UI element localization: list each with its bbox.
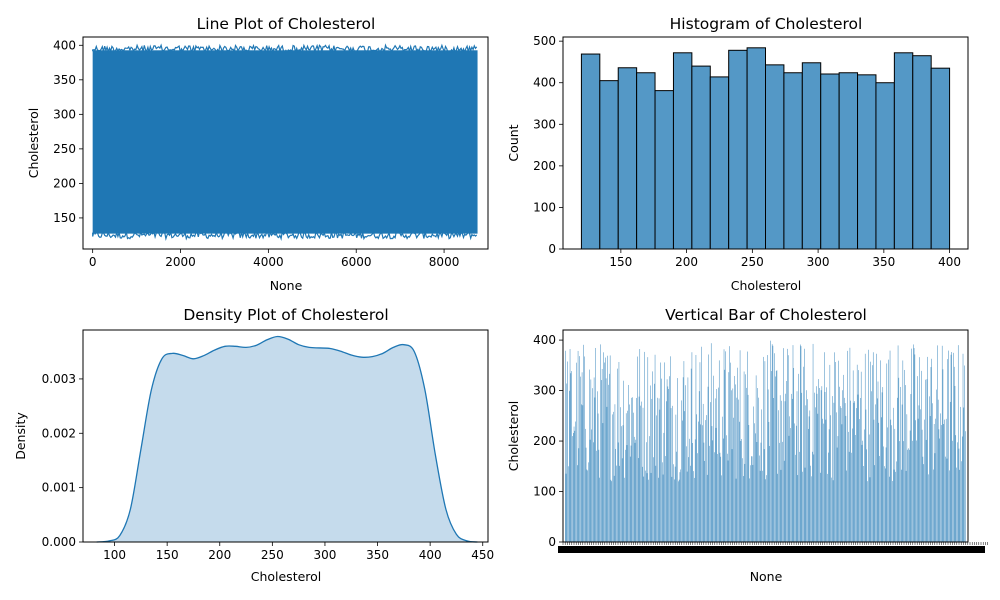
x-tick-label: 150 (156, 548, 179, 562)
y-tick-label: 200 (53, 176, 76, 190)
histogram-xlabel: Cholesterol (731, 278, 802, 293)
x-tick-label: 4000 (253, 255, 284, 269)
y-tick-label: 100 (533, 485, 556, 499)
density-area (96, 336, 478, 542)
x-tick-label: 350 (872, 255, 895, 269)
y-tick-label: 300 (533, 384, 556, 398)
histogram-bar (912, 55, 932, 250)
histogram-bar (580, 53, 601, 250)
line-plot-xlabel: None (270, 278, 303, 293)
y-tick-label: 0.002 (42, 426, 76, 440)
histogram-bar (746, 47, 766, 250)
y-tick-label: 300 (53, 107, 76, 121)
x-tick-label: 2000 (165, 255, 196, 269)
vertical-bar-xlabel: None (750, 569, 783, 584)
histogram-bar (783, 72, 803, 250)
histogram-ylabel: Count (506, 124, 521, 161)
line-plot-ylabel: Cholesterol (26, 108, 41, 179)
density-plot-panel: Density Plot of Cholesterol 100 150 200 250… (13, 306, 494, 584)
histogram-bar (654, 90, 674, 250)
y-tick-label: 500 (533, 34, 556, 48)
x-tick-label: 400 (938, 255, 961, 269)
histogram-yticks: 0 100 200 300 400 500 (533, 34, 563, 256)
histogram-bar (838, 72, 859, 250)
y-tick-label: 400 (53, 38, 76, 52)
histogram-bar (801, 62, 822, 250)
y-tick-label: 300 (533, 117, 556, 131)
line-plot-xticks: 0 2000 4000 6000 8000 (89, 249, 460, 269)
density-plot-axes-frame (82, 329, 489, 543)
histogram-bar (691, 65, 711, 250)
histogram-title: Histogram of Cholesterol (670, 15, 863, 33)
y-tick-label: 0 (548, 242, 556, 256)
y-tick-label: 0 (548, 535, 556, 549)
vertical-bar-yticks: 0 100 200 300 400 (533, 333, 563, 549)
y-tick-label: 150 (53, 211, 76, 225)
histogram-xticks: 150 200 250 300 350 400 (609, 249, 961, 269)
x-tick-label: 300 (313, 548, 336, 562)
histogram-axes-frame (562, 36, 969, 250)
histogram-bar (930, 67, 951, 250)
x-tick-label: 250 (261, 548, 284, 562)
density-line (96, 335, 478, 543)
x-tick-label: 200 (675, 255, 698, 269)
histogram-bar (709, 76, 730, 250)
x-tick-label: 0 (89, 255, 97, 269)
histogram-bar (728, 49, 748, 250)
x-tick-label: 200 (208, 548, 231, 562)
x-tick-label: 8000 (429, 255, 460, 269)
density-plot-yticks: 0.000 0.001 0.002 0.003 (42, 372, 83, 549)
x-tick-label: 250 (741, 255, 764, 269)
histogram-panel: Histogram of Cholesterol 150 200 250 300 350… (506, 15, 969, 293)
histogram-bar (599, 80, 619, 250)
line-series-bottom-edge (92, 229, 478, 241)
y-tick-label: 200 (533, 159, 556, 173)
density-plot-xlabel: Cholesterol (251, 569, 322, 584)
histogram-bar (765, 64, 785, 250)
histogram-bar (857, 74, 877, 250)
line-plot-yticks: 150 200 250 300 350 400 (53, 38, 83, 225)
y-tick-label: 0.001 (42, 481, 76, 495)
histogram-bar (617, 67, 638, 250)
y-tick-label: 250 (53, 142, 76, 156)
x-tick-label: 400 (419, 548, 442, 562)
x-tick-label: 100 (103, 548, 126, 562)
density-plot-xticks: 100 150 200 250 300 350 400 450 (103, 542, 494, 562)
x-tick-label: 6000 (341, 255, 372, 269)
y-tick-label: 400 (533, 333, 556, 347)
line-plot-marks (92, 43, 478, 241)
y-tick-label: 200 (533, 434, 556, 448)
y-tick-label: 100 (533, 200, 556, 214)
histogram-bar (875, 82, 895, 250)
x-tick-label: 300 (807, 255, 830, 269)
line-plot-title: Line Plot of Cholesterol (197, 15, 376, 33)
histogram-bar (636, 72, 656, 250)
line-series-body (92, 50, 478, 234)
density-plot-title: Density Plot of Cholesterol (183, 306, 388, 324)
density-plot-ylabel: Density (13, 412, 28, 460)
line-plot-axes-frame (82, 36, 489, 250)
y-tick-label: 400 (533, 76, 556, 90)
vertical-bar-xticks (558, 542, 988, 553)
vertical-bar-marks (565, 340, 966, 542)
line-plot-panel: Line Plot of Cholesterol 0 2000 4000 6000 80… (26, 15, 489, 293)
vertical-bar-panel: Vertical Bar of Cholesterol 0 100 200 300 40… (506, 306, 988, 584)
histogram-bar (672, 52, 693, 250)
y-tick-label: 350 (53, 73, 76, 87)
line-series-top-edge (92, 43, 478, 55)
vertical-bar-title: Vertical Bar of Cholesterol (665, 306, 867, 324)
x-tick-label: 350 (366, 548, 389, 562)
y-tick-label: 0.003 (42, 372, 76, 386)
density-plot-marks (96, 335, 478, 543)
histogram-bars (580, 47, 951, 250)
x-tick-labels-overlapping (558, 546, 985, 553)
x-tick-label: 150 (609, 255, 632, 269)
y-tick-label: 0.000 (42, 535, 76, 549)
histogram-bar (820, 73, 840, 250)
vertical-bar-ylabel: Cholesterol (506, 401, 521, 472)
histogram-bar (893, 52, 914, 250)
x-tick-label: 450 (471, 548, 494, 562)
